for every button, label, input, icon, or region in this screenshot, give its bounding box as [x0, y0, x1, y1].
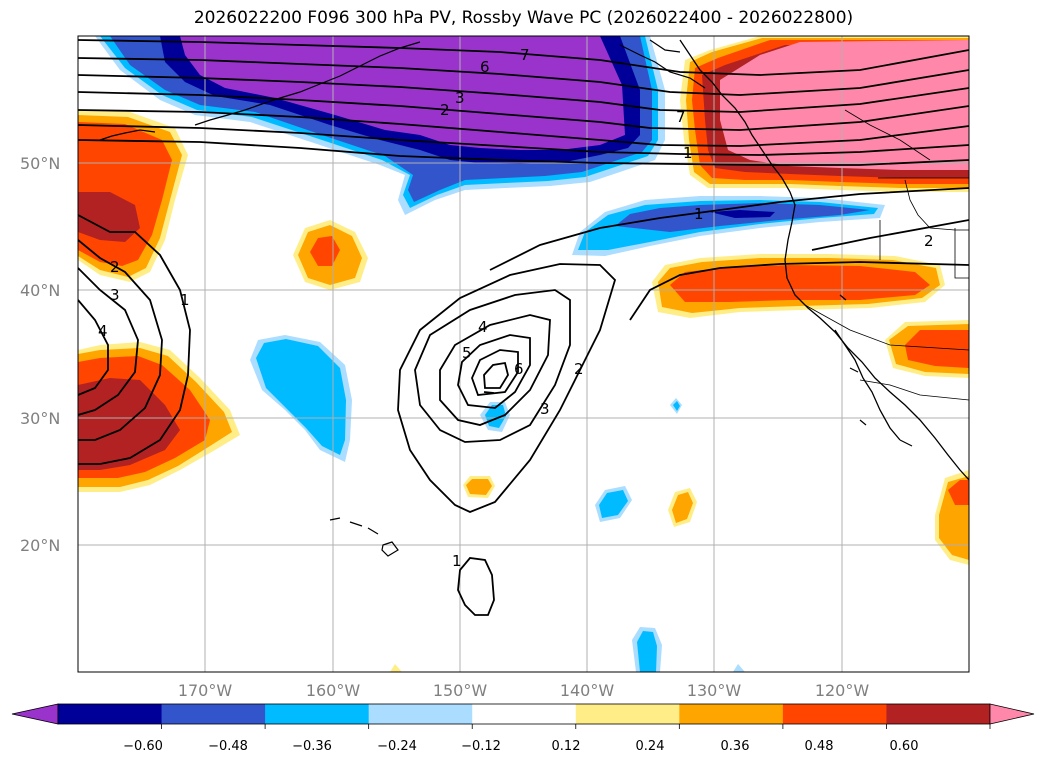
contour-label: 6 — [514, 360, 524, 378]
positive-anomaly-northeast — [680, 36, 969, 192]
gridlines — [78, 36, 969, 672]
contour-label: 4 — [478, 318, 488, 336]
colorbar-extend-min — [11, 703, 59, 725]
positive-anomaly-central — [390, 254, 969, 672]
contour-label: 1 — [694, 205, 704, 223]
map-area: 7 6 3 2 1 1 2 3 4 1 2 4 5 6 3 2 1 7 — [78, 36, 969, 672]
negative-anomaly-blobs — [250, 335, 745, 672]
colorbar-tick-label: −0.60 — [123, 739, 163, 754]
colorbar-segment — [472, 704, 577, 724]
colorbar-segment — [161, 704, 266, 724]
contour-label: 3 — [540, 400, 550, 418]
colorbar-segment — [886, 704, 991, 724]
lon-label: 130°W — [687, 681, 742, 700]
colorbar-tick-label: −0.12 — [461, 739, 501, 754]
contour-label: 1 — [683, 144, 693, 162]
map-frame — [77, 35, 970, 673]
colorbar-extend-max — [989, 703, 1035, 725]
colorbar-tick-label: −0.36 — [292, 739, 332, 754]
contour-labels: 7 6 3 2 1 1 2 3 4 1 2 4 5 6 3 2 1 7 — [98, 46, 934, 570]
contour-label: 6 — [480, 58, 490, 76]
contour-label: 2 — [440, 101, 450, 119]
contour-label: 1 — [452, 552, 462, 570]
contour-label: 3 — [455, 89, 465, 107]
colorbar-tick-label: 0.48 — [805, 739, 834, 754]
contour-label: 2 — [574, 360, 584, 378]
lon-label: 160°W — [306, 681, 361, 700]
lat-label: 50°N — [20, 154, 60, 173]
lon-label: 170°W — [178, 681, 233, 700]
colorbar-tick-label: 0.60 — [890, 739, 919, 754]
lat-label: 40°N — [20, 281, 60, 300]
colorbar-segment — [265, 704, 370, 724]
contour-label: 2 — [924, 232, 934, 250]
colorbar-segment — [368, 704, 473, 724]
lon-label: 150°W — [433, 681, 488, 700]
contour-label: 3 — [110, 286, 120, 304]
colorbar-segment — [679, 704, 784, 724]
coastlines — [679, 39, 969, 481]
latitude-labels: 50°N 40°N 30°N 20°N — [20, 154, 60, 555]
contour-lines — [78, 39, 969, 616]
lon-label: 120°W — [815, 681, 870, 700]
colorbar-tick-label: 0.36 — [721, 739, 750, 754]
contour-label: 7 — [676, 108, 686, 126]
negative-anomaly-east — [572, 196, 885, 256]
lat-label: 20°N — [20, 536, 60, 555]
colorbar-tick-label: 0.24 — [636, 739, 665, 754]
map-title: 2026022200 F096 300 hPa PV, Rossby Wave … — [193, 8, 854, 28]
lat-label: 30°N — [20, 409, 60, 428]
contour-label: 5 — [462, 344, 472, 362]
colorbar-segment — [58, 704, 163, 724]
contour-label: 2 — [110, 258, 120, 276]
contour-label: 1 — [180, 291, 190, 309]
colorbar-tick-label: −0.48 — [208, 739, 248, 754]
lon-label: 140°W — [560, 681, 615, 700]
colorbar: −0.60 −0.48 −0.36 −0.24 −0.12 0.12 0.24 … — [11, 703, 1035, 754]
colorbar-segment — [575, 704, 680, 724]
colorbar-tick-label: −0.24 — [377, 739, 417, 754]
islands — [99, 39, 913, 557]
contour-label: 4 — [98, 322, 108, 340]
positive-anomaly-west — [78, 110, 368, 492]
colorbar-segment — [782, 704, 887, 724]
longitude-labels: 170°W 160°W 150°W 140°W 130°W 120°W — [178, 681, 870, 700]
colorbar-tick-label: 0.12 — [552, 739, 581, 754]
contour-label: 7 — [520, 46, 530, 64]
